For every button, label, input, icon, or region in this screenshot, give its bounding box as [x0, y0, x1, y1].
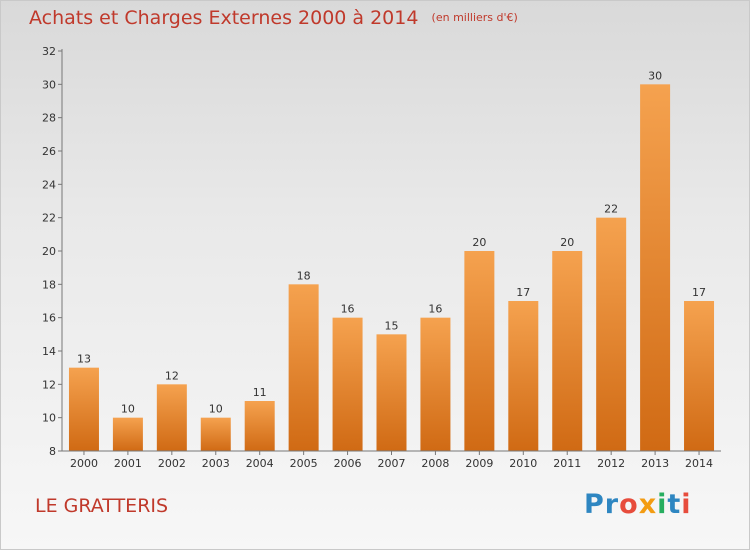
logo-letter: t: [667, 489, 682, 520]
y-tick-label: 30: [42, 78, 56, 91]
bar-2004: [244, 401, 275, 451]
bar-2010: [508, 301, 539, 451]
chart-subtitle: (en milliers d'€): [431, 11, 518, 24]
title-row: Achats et Charges Externes 2000 à 2014 (…: [29, 7, 518, 29]
logo-letter: o: [619, 489, 639, 520]
logo-letter: x: [638, 489, 658, 520]
x-tick-label-2003: 2003: [202, 457, 230, 470]
y-tick-label: 24: [42, 178, 56, 191]
x-tick-label-2005: 2005: [290, 457, 318, 470]
bar-2012: [596, 217, 627, 451]
value-label-2001: 10: [121, 403, 135, 416]
x-tick-label-2002: 2002: [158, 457, 186, 470]
y-tick-label: 16: [42, 312, 56, 325]
y-tick-label: 14: [42, 345, 56, 358]
x-tick-label-2008: 2008: [421, 457, 449, 470]
y-tick-label: 18: [42, 278, 56, 291]
bar-2006: [332, 317, 363, 451]
logo-letter: i: [681, 489, 692, 520]
value-label-2009: 20: [472, 236, 486, 249]
bar-2005: [288, 284, 319, 451]
y-tick-label: 22: [42, 212, 56, 225]
bar-2001: [112, 417, 143, 451]
bars: 13 10 12 10 11 18 16 15 16 20 17 20 22 30 17: [68, 69, 715, 451]
proxiti-logo: Proxiti: [584, 489, 692, 520]
value-label-2006: 16: [341, 303, 355, 316]
x-axis: 2000 2001 2002 2003 2004 2005 2006 2007 2008 2009…: [62, 450, 721, 470]
bar-2002: [156, 384, 187, 451]
bar-2009: [464, 251, 495, 451]
value-label-2002: 12: [165, 369, 179, 382]
value-label-2007: 15: [385, 319, 399, 332]
y-tick-label: 20: [42, 245, 56, 258]
bar-2000: [68, 367, 99, 451]
x-tick-label-2014: 2014: [685, 457, 713, 470]
y-tick-label: 32: [42, 45, 56, 58]
value-label-2005: 18: [297, 269, 311, 282]
logo-letter: i: [657, 489, 668, 520]
x-tick-label-2006: 2006: [334, 457, 362, 470]
x-tick-label-2001: 2001: [114, 457, 142, 470]
y-axis: 8 10 12 14 16 18 20 22 24 26 28 30 32: [42, 45, 63, 458]
x-tick-label-2000: 2000: [70, 457, 98, 470]
value-label-2011: 20: [560, 236, 574, 249]
value-label-2012: 22: [604, 203, 618, 216]
y-tick-label: 8: [49, 445, 56, 458]
value-label-2013: 30: [648, 69, 662, 82]
x-tick-label-2007: 2007: [378, 457, 406, 470]
value-label-2004: 11: [253, 386, 267, 399]
y-tick-label: 26: [42, 145, 56, 158]
value-label-2008: 16: [428, 303, 442, 316]
bar-2013: [640, 84, 671, 451]
bar-2007: [376, 334, 407, 451]
bar-2008: [420, 317, 451, 451]
value-label-2000: 13: [77, 353, 91, 366]
x-tick-label-2012: 2012: [597, 457, 625, 470]
value-label-2014: 17: [692, 286, 706, 299]
y-tick-label: 12: [42, 378, 56, 391]
x-tick-label-2013: 2013: [641, 457, 669, 470]
x-tick-label-2009: 2009: [465, 457, 493, 470]
logo-letter: P: [584, 489, 605, 520]
x-tick-label-2010: 2010: [509, 457, 537, 470]
bar-2014: [684, 301, 715, 451]
bar-2011: [552, 251, 583, 451]
x-tick-label-2004: 2004: [246, 457, 274, 470]
value-label-2010: 17: [516, 286, 530, 299]
y-tick-label: 28: [42, 112, 56, 125]
bar-2003: [200, 417, 231, 451]
chart-title: Achats et Charges Externes 2000 à 2014: [29, 7, 419, 29]
commune-name: LE GRATTERIS: [35, 495, 169, 517]
value-label-2003: 10: [209, 403, 223, 416]
x-tick-label-2011: 2011: [553, 457, 581, 470]
y-tick-label: 10: [42, 412, 56, 425]
logo-letter: r: [604, 489, 620, 520]
